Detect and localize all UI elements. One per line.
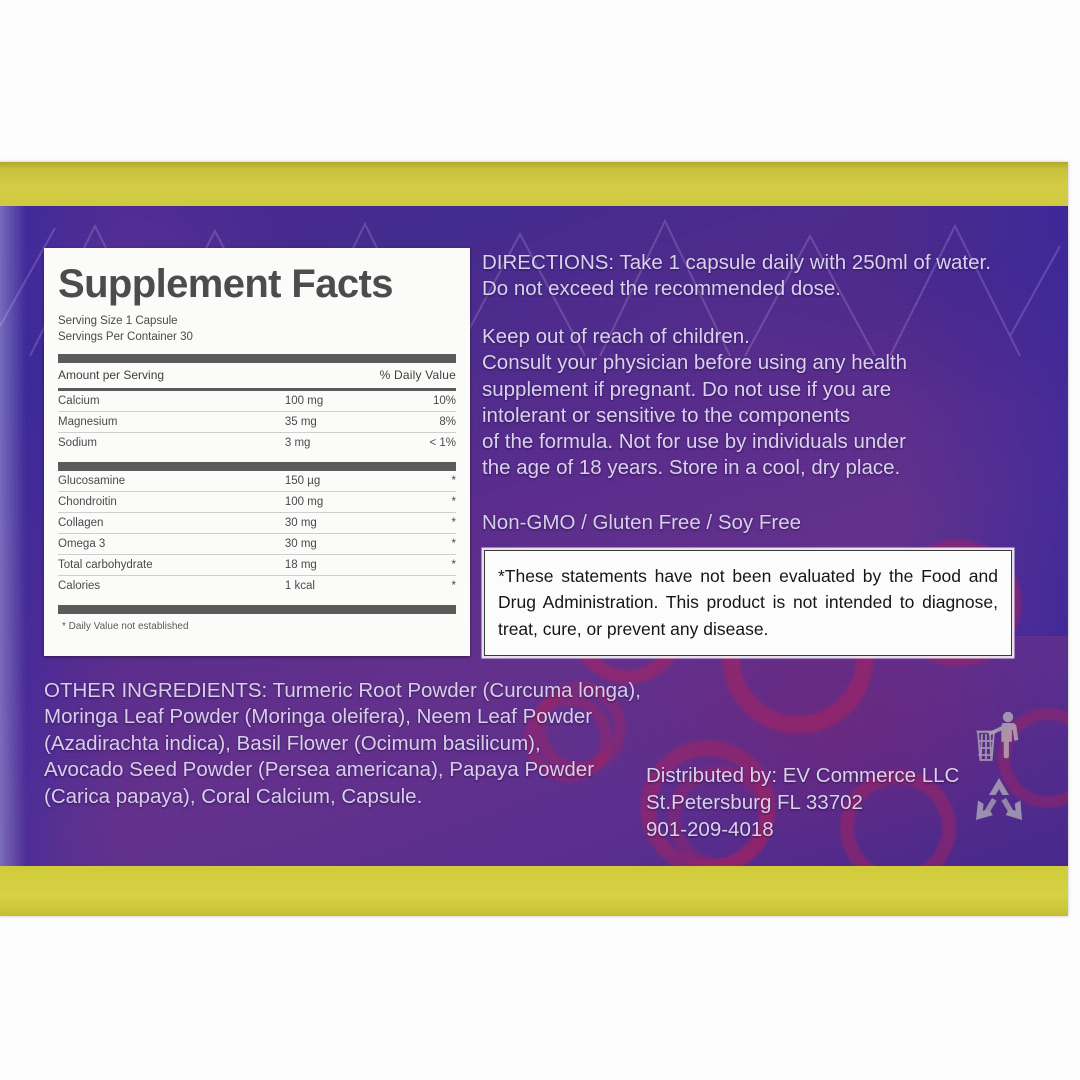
other-ingredients-block: OTHER INGREDIENTS: Turmeric Root Powder …: [44, 678, 664, 810]
nutrient-name: Total carbohydrate: [58, 554, 285, 577]
nutrient-amount: 18 mg: [284, 554, 393, 577]
other-ingredients-line-3: (Azadirachta indica), Basil Flower (Ocim…: [44, 731, 541, 755]
nutrient-amount: 100 mg: [284, 491, 393, 514]
distributor-phone: 901-209-4018: [646, 818, 774, 842]
nutrient-daily-value: *: [392, 491, 456, 514]
nutrient-daily-value: 10%: [392, 391, 456, 413]
warning-line-6: the age of 18 years. Store in a cool, dr…: [482, 455, 901, 479]
product-claims-line: Non-GMO / Gluten Free / Soy Free: [482, 511, 801, 534]
warning-line-4: intolerant or sensitive to the component…: [482, 403, 851, 427]
serving-size-line: Serving Size 1 Capsule: [58, 314, 178, 327]
directions-block: DIRECTIONS: Take 1 capsule daily with 25…: [482, 250, 1027, 481]
nutrient-row: Sodium 3 mg < 1%: [58, 433, 456, 454]
servings-per-container-line: Servings Per Container 30: [58, 330, 193, 343]
other-ingredients-line-5: (Carica papaya), Coral Calcium, Capsule.: [44, 784, 423, 808]
warning-line-5: of the formula. Not for use by individua…: [482, 429, 906, 453]
nutrient-row: Chondroitin 100 mg *: [58, 491, 456, 514]
nutrient-daily-value: *: [451, 580, 456, 593]
directions-line-1: DIRECTIONS: Take 1 capsule daily with 25…: [482, 251, 991, 274]
nutrient-amount: 100 mg: [284, 391, 393, 413]
rule-thick-bottom: [58, 605, 456, 615]
top-gold-band: [0, 162, 1068, 208]
nutrient-daily-value: *: [392, 533, 456, 556]
fda-disclaimer-box: *These statements have not been evaluate…: [484, 550, 1012, 656]
directions-line-2: Do not exceed the recommended dose.: [482, 277, 841, 301]
nutrient-row: Magnesium 35 mg 8%: [58, 411, 456, 434]
icon-spacer: [972, 766, 1034, 776]
tidyman-dispose-icon: [976, 711, 1019, 761]
distributor-city-state-zip: St.Petersburg FL 33702: [646, 791, 863, 815]
nutrient-row: Glucosamine 150 µg *: [58, 471, 456, 493]
other-ingredients-line-1: OTHER INGREDIENTS: Turmeric Root Powder …: [44, 679, 641, 702]
nutrient-daily-value: 8%: [392, 411, 456, 434]
nutrient-amount: 150 µg: [284, 471, 393, 493]
nutrient-row: Total carbohydrate 18 mg *: [58, 554, 456, 577]
recycle-mobius-icon: [976, 778, 1022, 820]
nutrient-amount: 30 mg: [284, 512, 393, 535]
nutrient-name: Glucosamine: [58, 471, 285, 493]
nutrient-daily-value: *: [392, 554, 456, 577]
rule-thick-top: [58, 354, 456, 364]
nutrient-daily-value: *: [392, 512, 456, 535]
nutrient-name: Calories: [58, 580, 101, 593]
nutrient-name: Magnesium: [58, 411, 285, 434]
distributor-block: Distributed by: EV Commerce LLC St.Peter…: [646, 762, 1006, 843]
warning-line-3: supplement if pregnant. Do not use if yo…: [482, 377, 892, 401]
edge-glare: [0, 206, 26, 868]
supplement-facts-title: Supplement Facts: [58, 262, 394, 306]
rule-thick-middle: [58, 462, 456, 472]
amount-per-serving-header-row: Amount per Serving % Daily Value: [58, 363, 456, 388]
nutrient-daily-value: < 1%: [429, 437, 456, 450]
other-ingredients-line-2: Moringa Leaf Powder (Moringa oleifera), …: [44, 705, 593, 729]
nutrient-name: Calcium: [58, 391, 285, 413]
nutrient-row: Calories 1 kcal *: [58, 576, 456, 597]
nutrient-row: Omega 3 30 mg *: [58, 533, 456, 556]
rule-under-header: [58, 388, 456, 392]
paragraph-gap: [482, 302, 1027, 324]
nutrient-amount: 30 mg: [284, 533, 393, 556]
supplement-facts-panel: Supplement Facts Serving Size 1 Capsule …: [44, 248, 470, 656]
warning-line-1: Keep out of reach of children.: [482, 325, 750, 349]
nutrient-name: Sodium: [58, 437, 97, 450]
disposal-icon-group: [972, 710, 1034, 826]
nutrient-amount: 1 kcal: [284, 580, 315, 593]
nutrient-row: Calcium 100 mg 10%: [58, 391, 456, 413]
amount-per-serving-label: Amount per Serving: [58, 368, 165, 383]
other-ingredients-line-4: Avocado Seed Powder (Persea americana), …: [44, 758, 595, 782]
nutrient-amount: 35 mg: [284, 411, 393, 434]
nutrient-name: Collagen: [58, 512, 285, 535]
nutrient-table-group-2: Glucosamine 150 µg * Chondroitin 100 mg * Coll…: [58, 471, 456, 596]
distributor-name: Distributed by: EV Commerce LLC: [646, 764, 960, 787]
nutrient-row: Collagen 30 mg *: [58, 512, 456, 535]
nutrient-amount: 3 mg: [284, 437, 311, 450]
daily-value-footnote: * Daily Value not established: [62, 621, 189, 633]
daily-value-label: % Daily Value: [379, 368, 456, 383]
nutrient-table-group-1: Calcium 100 mg 10% Magnesium 35 mg 8% Sodium 3 …: [58, 391, 456, 453]
supplement-package-back-panel: Supplement Facts Serving Size 1 Capsule …: [0, 162, 1068, 916]
bottom-gold-band: [0, 866, 1068, 916]
nutrient-daily-value: *: [392, 471, 456, 493]
nutrient-name: Chondroitin: [58, 491, 285, 514]
warning-line-2: Consult your physician before using any …: [482, 351, 908, 375]
nutrient-name: Omega 3: [58, 533, 285, 556]
